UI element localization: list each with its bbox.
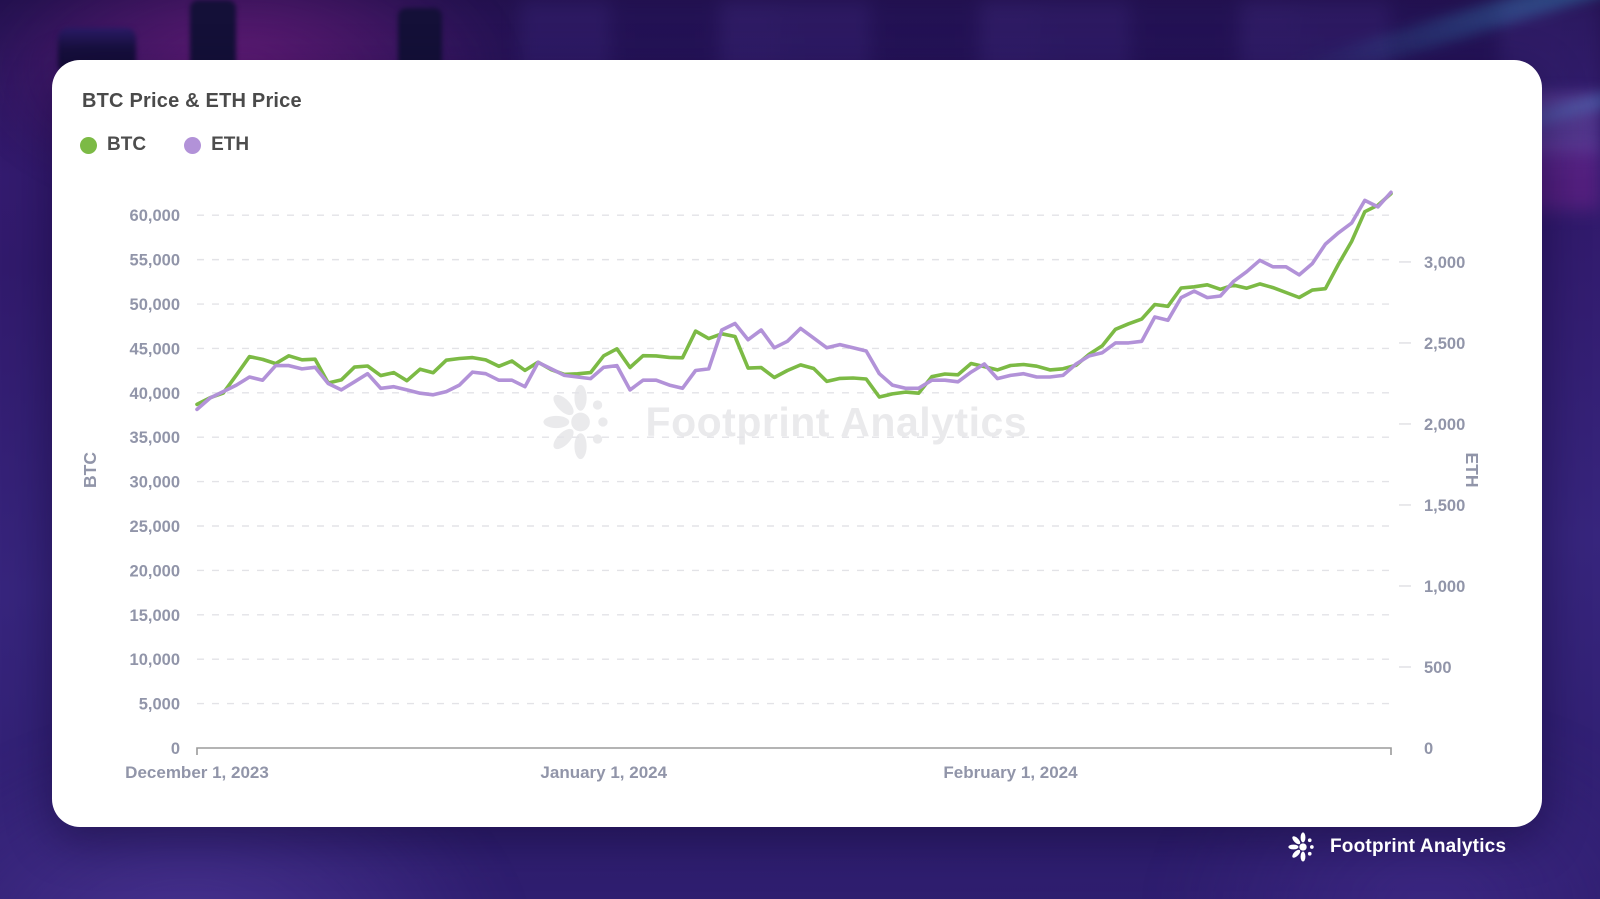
left-axis-tick-label: 25,000 xyxy=(130,518,180,536)
left-axis-tick-label: 0 xyxy=(171,740,180,758)
btc-legend-dot-icon xyxy=(80,136,97,154)
left-axis-tick-label: 45,000 xyxy=(130,340,180,358)
right-axis-tick-label: 1,500 xyxy=(1424,497,1465,515)
footprint-flower-icon xyxy=(1288,832,1314,862)
left-axis-tick-label: 60,000 xyxy=(130,207,180,225)
legend-item-eth[interactable]: ETH xyxy=(184,134,249,156)
left-axis-tick-label: 30,000 xyxy=(130,474,180,492)
chart-title: BTC Price & ETH Price xyxy=(82,90,302,112)
right-axis-name: ETH xyxy=(1462,453,1482,488)
x-axis-line xyxy=(196,747,1392,755)
right-axis-tick-label: 2,500 xyxy=(1424,335,1465,353)
right-axis-tick-label: 1,000 xyxy=(1424,578,1465,596)
chart-card: BTC Price & ETH Price BTC ETH xyxy=(52,60,1542,827)
legend-label-btc: BTC xyxy=(107,134,147,155)
left-axis-tick-label: 50,000 xyxy=(130,296,180,314)
left-axis-tick-label: 35,000 xyxy=(130,429,180,447)
right-axis-tick-label: 500 xyxy=(1424,659,1452,677)
x-axis-tick-label: February 1, 2024 xyxy=(943,763,1078,782)
left-axis-tick-label: 20,000 xyxy=(130,562,180,580)
series-line-eth[interactable] xyxy=(195,190,1393,412)
legend-label-eth: ETH xyxy=(211,134,250,155)
chart-legend: BTC ETH xyxy=(80,134,249,156)
x-axis-tick-label: January 1, 2024 xyxy=(540,763,667,782)
right-axis-tick-label: 2,000 xyxy=(1424,416,1465,434)
eth-legend-dot-icon xyxy=(184,136,202,154)
footer-brand-text: Footprint Analytics xyxy=(1330,836,1507,857)
series-line-btc[interactable] xyxy=(195,191,1393,407)
left-axis-tick-label: 15,000 xyxy=(130,607,180,625)
left-axis-tick-label: 10,000 xyxy=(130,651,180,669)
left-axis-tick-label: 5,000 xyxy=(139,696,180,714)
left-axis-tick-label: 55,000 xyxy=(130,252,180,270)
footer-brand: Footprint Analytics xyxy=(1286,830,1506,864)
right-axis-tick-label: 0 xyxy=(1424,740,1433,758)
left-axis-name: BTC xyxy=(80,452,100,488)
legend-item-btc[interactable]: BTC xyxy=(80,134,146,156)
right-axis-tick-label: 3,000 xyxy=(1424,254,1465,272)
left-axis-tick-label: 40,000 xyxy=(130,385,180,403)
chart-plot-area[interactable]: 0 5,000 10,000 15,000 20,000 25,000 30,000 35,0… xyxy=(52,60,1542,827)
x-axis-tick-label: December 1, 2023 xyxy=(125,763,269,782)
